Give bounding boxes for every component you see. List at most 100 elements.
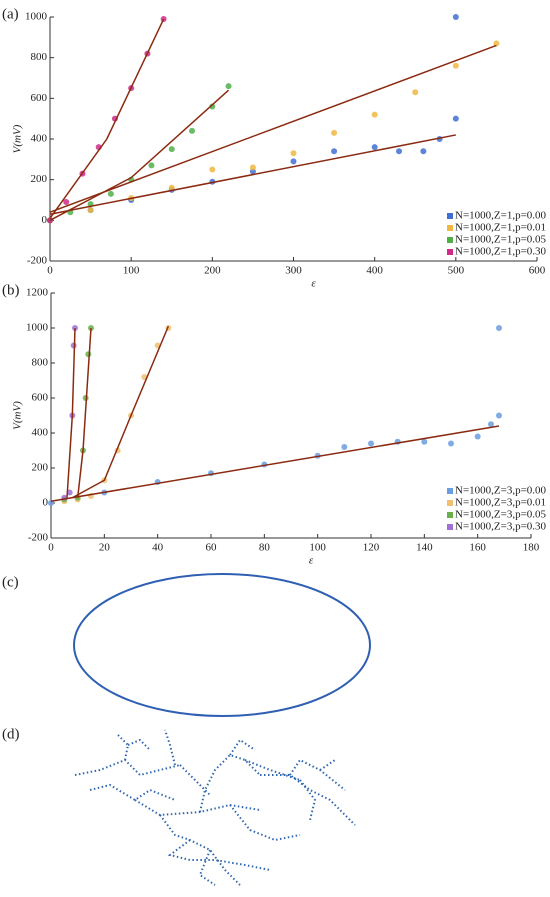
data-point (421, 438, 428, 445)
x-tick-label: 160 (469, 542, 486, 554)
x-axis-label: ε (309, 555, 314, 567)
data-point (85, 351, 92, 358)
data-point (412, 89, 419, 96)
x-tick-label: 300 (285, 265, 302, 277)
legend-label: N=1000,Z=1,p=0.01 (455, 222, 546, 234)
data-point (189, 127, 196, 134)
y-tick-label: 800 (31, 51, 48, 63)
data-point (420, 148, 427, 155)
x-axis-label: ε (311, 278, 316, 290)
legend-marker (447, 500, 453, 506)
legend-label: N=1000,Z=3,p=0.00 (455, 485, 547, 497)
data-point (452, 14, 459, 20)
fit-line (71, 325, 170, 499)
y-tick-label: -200 (27, 255, 48, 267)
y-tick-label: 1000 (25, 11, 48, 23)
y-tick-label: 200 (31, 173, 48, 185)
data-point (493, 40, 500, 47)
x-tick-label: 120 (363, 542, 380, 554)
data-point (209, 103, 216, 110)
data-point (87, 207, 94, 214)
data-point (290, 150, 297, 157)
panel-label: (c) (2, 574, 19, 590)
x-tick-label: 100 (309, 542, 326, 554)
legend-label: N=1000,Z=3,p=0.30 (455, 521, 547, 533)
y-tick-label: 0 (42, 214, 48, 226)
legend-marker (447, 488, 453, 494)
y-tick-label: -200 (28, 532, 49, 544)
x-tick-label: 0 (48, 542, 54, 554)
x-tick-label: 600 (529, 265, 546, 277)
data-point (225, 83, 232, 90)
data-point (452, 62, 459, 69)
data-point (331, 148, 338, 155)
fit-line (49, 44, 497, 213)
data-point (168, 146, 175, 153)
data-point (371, 111, 378, 118)
x-tick-label: 40 (152, 542, 164, 554)
data-point (290, 158, 297, 165)
data-point (496, 325, 502, 331)
fit-line (50, 425, 500, 502)
y-tick-label: 600 (32, 392, 49, 404)
data-point (474, 433, 481, 440)
legend-marker (447, 512, 453, 518)
fit-line (66, 327, 76, 498)
data-point (331, 129, 338, 136)
x-tick-label: 20 (99, 542, 111, 554)
x-tick-label: 0 (47, 265, 53, 277)
x-tick-label: 500 (448, 265, 465, 277)
legend-label: N=1000,Z=3,p=0.05 (455, 509, 547, 521)
fit-line (49, 18, 165, 219)
data-point (63, 199, 70, 206)
y-tick-label: 400 (32, 427, 49, 439)
fit-line (76, 327, 92, 498)
data-point (371, 144, 378, 151)
data-point (107, 190, 114, 197)
data-point (341, 444, 348, 450)
legend-marker (447, 225, 453, 231)
y-tick-label: 1000 (26, 322, 49, 334)
legend-label: N=1000,Z=1,p=0.05 (455, 234, 547, 246)
panel-label: (b) (2, 282, 20, 298)
data-point (168, 184, 175, 191)
x-tick-label: 180 (523, 542, 540, 554)
ring (73, 573, 371, 717)
panel-label: (d) (2, 726, 20, 742)
legend-label: N=1000,Z=1,p=0.00 (455, 210, 547, 222)
legend-label: N=1000,Z=3,p=0.01 (455, 497, 546, 509)
legend-marker (447, 237, 453, 243)
tree (74, 729, 356, 886)
fit-line (49, 134, 456, 215)
data-point (148, 162, 155, 169)
x-tick-label: 100 (123, 265, 140, 277)
x-tick-label: 140 (416, 542, 433, 554)
data-point (488, 421, 494, 428)
data-point (396, 148, 403, 155)
panel-label: (a) (2, 6, 19, 22)
y-tick-label: 600 (31, 92, 48, 104)
y-tick-label: 0 (43, 497, 49, 509)
data-point (368, 440, 374, 447)
data-point (448, 440, 454, 447)
legend-marker (447, 524, 453, 530)
data-point (496, 412, 502, 419)
data-point (209, 166, 216, 173)
data-point (452, 115, 459, 122)
x-tick-label: 200 (204, 265, 221, 277)
y-tick-label: 800 (32, 357, 49, 369)
y-axis-label: V(mV) (12, 401, 24, 430)
x-tick-label: 80 (259, 542, 271, 554)
x-tick-label: 60 (206, 542, 218, 554)
fit-line (49, 89, 230, 221)
y-tick-label: 200 (32, 462, 49, 474)
data-point (249, 164, 256, 171)
y-axis-label: V(mV) (12, 124, 24, 153)
y-tick-label: 1200 (26, 287, 49, 299)
legend-marker (447, 249, 453, 255)
y-tick-label: 400 (31, 133, 48, 145)
legend-label: N=1000,Z=1,p=0.30 (455, 246, 547, 258)
legend-marker (447, 213, 453, 219)
x-tick-label: 400 (366, 265, 383, 277)
